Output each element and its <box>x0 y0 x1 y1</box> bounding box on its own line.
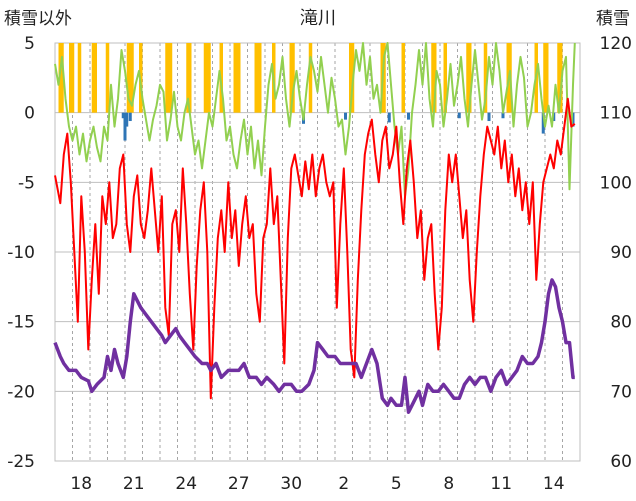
sunshine-bar <box>401 43 405 113</box>
x-tick-label: 24 <box>175 474 197 494</box>
precip-bar <box>571 112 575 127</box>
precip-bar <box>128 112 132 122</box>
sunshine-bar <box>308 43 313 113</box>
sunshine-bar <box>443 43 447 113</box>
sunshine-bar <box>77 43 82 113</box>
left-tick-label: -15 <box>7 313 35 333</box>
precip-bar <box>344 112 347 120</box>
right-tick-label: 90 <box>610 243 632 263</box>
sunshine-bar <box>483 43 488 113</box>
x-tick-label: 2 <box>338 474 349 494</box>
sunshine-bar <box>69 43 75 113</box>
x-tick-label: 27 <box>228 474 250 494</box>
precip-bar <box>457 112 461 119</box>
left-tick-label: -5 <box>18 173 35 193</box>
left-tick-label: 0 <box>24 104 35 124</box>
right-axis-ticks: 120 110 100 90 80 70 60 <box>600 34 632 472</box>
left-axis-ticks: 5 0 -5 -10 -15 -20 -25 <box>7 34 35 472</box>
precip-bar <box>125 112 129 127</box>
sunshine-bar <box>254 43 262 113</box>
sunshine-bar <box>186 43 192 113</box>
x-tick-label: 8 <box>443 474 454 494</box>
x-tick-label: 18 <box>70 474 92 494</box>
left-tick-label: 5 <box>24 34 35 54</box>
precip-bar <box>123 112 127 141</box>
sunshine-bar <box>349 43 355 113</box>
sunshine-bar <box>431 43 437 113</box>
x-tick-label: 30 <box>280 474 302 494</box>
x-tick-label: 21 <box>123 474 145 494</box>
right-tick-label: 80 <box>610 313 632 333</box>
temperature-line <box>54 97 576 400</box>
sunshine-bar <box>91 43 97 113</box>
left-axis-label: 積雪以外 <box>4 9 72 29</box>
sunshine-bar <box>233 43 241 113</box>
sunshine-bar <box>58 43 64 113</box>
sunshine-bar <box>289 43 295 113</box>
sunshine-bar <box>203 43 211 113</box>
x-tick-label: 14 <box>543 474 565 494</box>
right-tick-label: 110 <box>600 104 632 124</box>
sunshine-bar <box>557 43 563 113</box>
precip-bar <box>387 112 391 123</box>
right-tick-label: 120 <box>600 34 632 54</box>
sunshine-bar <box>105 43 110 113</box>
snow-depth-line <box>53 278 575 414</box>
chart-title: 滝川 <box>300 8 336 29</box>
line-series <box>53 42 576 414</box>
left-tick-label: -20 <box>7 382 35 402</box>
left-tick-label: -25 <box>7 452 35 472</box>
sunshine-bar <box>543 43 549 113</box>
left-tick-label: -10 <box>7 243 35 263</box>
sunshine-bar <box>126 43 134 113</box>
precip-bar <box>487 112 491 122</box>
x-tick-label: 11 <box>490 474 512 494</box>
sunshine-bar <box>165 43 173 113</box>
right-tick-label: 60 <box>610 452 632 472</box>
right-tick-label: 100 <box>600 173 632 193</box>
precip-bar <box>121 112 125 119</box>
precip-bar <box>501 112 505 119</box>
x-tick-label: 5 <box>391 474 402 494</box>
x-axis-ticks: 18 21 24 27 30 2 5 8 11 14 <box>70 474 564 494</box>
precip-bar <box>407 112 410 120</box>
right-axis-label: 積雪 <box>596 9 630 29</box>
sunshine-bar <box>466 43 472 113</box>
humidity-line <box>54 42 576 198</box>
right-tick-label: 70 <box>610 382 632 402</box>
precip-bar <box>541 112 545 134</box>
